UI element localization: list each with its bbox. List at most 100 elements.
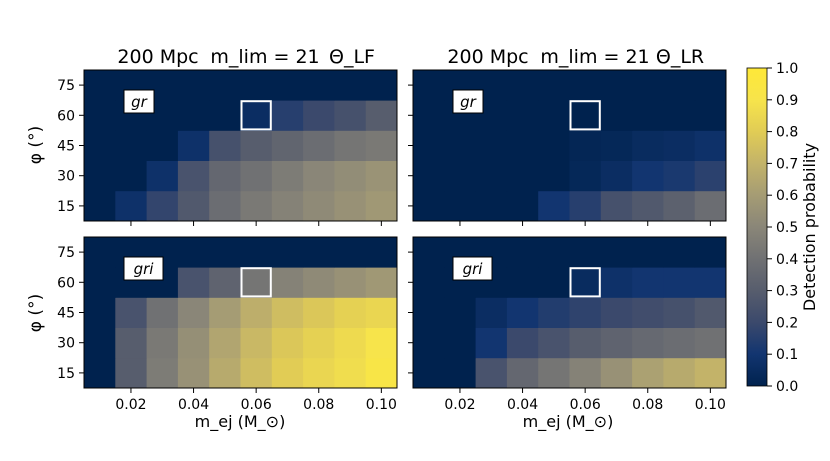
heatmap-cell: [694, 190, 727, 222]
heatmap-cell: [146, 190, 179, 222]
heatmap-cell: [177, 130, 210, 161]
heatmap-cell: [475, 190, 508, 222]
heatmap-cell: [663, 160, 696, 192]
heatmap-cell: [146, 327, 179, 359]
heatmap-cell: [177, 297, 210, 328]
band-label-box: [452, 256, 493, 281]
heatmap-cell: [569, 70, 602, 101]
heatmap-cell: [569, 100, 602, 131]
y-tick-label: 75: [57, 78, 75, 94]
heatmap-cell: [600, 327, 633, 359]
heatmap-cell: [475, 297, 508, 328]
heatmap-cell: [538, 190, 570, 222]
heatmap-cell: [506, 297, 539, 328]
heatmap-cell: [694, 70, 727, 101]
colorbar-tick-label: 0.0: [776, 379, 798, 395]
heatmap-cell: [663, 267, 696, 298]
heatmap-cell: [694, 100, 727, 131]
colorbar-tick-label: 0.1: [776, 347, 798, 363]
heatmap-cell: [569, 130, 602, 161]
heatmap-panels: gr 15 30 45 60 75 gr gri 15 30 45 60 75 0.02 0.04 0.06 0…: [57, 69, 727, 413]
heatmap-cell: [632, 160, 664, 192]
heatmap-cell: [475, 130, 508, 161]
band-label-box: [123, 256, 164, 281]
heatmap-cell: [365, 100, 398, 131]
heatmap-cell: [444, 160, 476, 192]
band-label: gri: [463, 260, 484, 278]
heatmap-cell: [632, 70, 664, 101]
x-tick-label: 0.10: [695, 397, 726, 413]
heatmap-cell: [632, 297, 664, 328]
colorbar-label: Detection probability: [800, 143, 819, 311]
heatmap-cell: [600, 160, 633, 192]
heatmap-cell: [271, 70, 304, 101]
heatmap-cell: [177, 190, 210, 222]
heatmap-cell: [632, 327, 664, 359]
band-label: gr: [460, 93, 477, 111]
heatmap-cell: [694, 327, 727, 359]
heatmap-cell: [177, 237, 210, 268]
heatmap-cell: [334, 130, 367, 161]
heatmap-cell: [240, 237, 273, 268]
heatmap-cell: [444, 357, 476, 389]
heatmap-cell: [115, 190, 147, 222]
heatmap-cell: [240, 267, 273, 298]
heatmap-cell: [632, 130, 664, 161]
title-distance: 200 Mpc: [447, 46, 528, 68]
heatmap-cell: [115, 130, 147, 161]
highlight-box: [569, 100, 601, 131]
heatmap-cell: [569, 190, 602, 222]
heatmap-cell: [365, 70, 398, 101]
heatmap-cell: [177, 100, 210, 131]
heatmap-cell: [413, 160, 445, 192]
heatmap-cell: [600, 357, 633, 389]
heatmap-cell: [506, 267, 539, 298]
heatmap-cell: [413, 190, 445, 222]
heatmap-cell: [538, 130, 570, 161]
heatmap-cell: [303, 70, 335, 101]
heatmap-cell: [506, 130, 539, 161]
panel-title-left: 200 Mpc m_lim = 21 Θ_LF: [117, 46, 375, 68]
heatmap-panel: gr: [408, 69, 727, 226]
heatmap-cell: [663, 297, 696, 328]
heatmap-cell: [694, 267, 727, 298]
heatmap-cell: [663, 130, 696, 161]
heatmap-cell: [146, 130, 179, 161]
x-tick-label: 0.04: [507, 397, 538, 413]
heatmap-cell: [334, 237, 367, 268]
heatmap-cell: [271, 297, 304, 328]
heatmap-cell: [569, 327, 602, 359]
heatmap-cell: [538, 100, 570, 131]
heatmap-cell: [115, 327, 147, 359]
heatmap-cell: [334, 357, 367, 389]
y-tick-label: 30: [57, 336, 75, 352]
heatmap-cell: [475, 327, 508, 359]
heatmap-cell: [506, 357, 539, 389]
heatmap-cell: [115, 297, 147, 328]
heatmap-cell: [240, 297, 273, 328]
highlight-box: [240, 267, 272, 298]
heatmap-cell: [413, 130, 445, 161]
band-label-box: [123, 89, 155, 114]
heatmap-cell: [569, 267, 602, 298]
heatmap-cell: [271, 357, 304, 389]
heatmap-cell: [240, 130, 273, 161]
colorbar-tick-label: 0.9: [776, 93, 798, 109]
heatmap-cell: [506, 70, 539, 101]
heatmap-cell: [209, 297, 241, 328]
heatmap-cell: [444, 130, 476, 161]
colorbar-tick-label: 0.7: [776, 156, 798, 172]
x-tick-label: 0.02: [444, 397, 475, 413]
heatmap-cell: [240, 100, 273, 131]
y-tick-label: 15: [57, 199, 75, 215]
heatmap-cell: [146, 160, 179, 192]
heatmap-cell: [209, 100, 241, 131]
heatmap-cell: [694, 237, 727, 268]
heatmap-cell: [413, 100, 445, 131]
heatmap-cell: [600, 267, 633, 298]
heatmap-panel: gr 15 30 45 60 75: [57, 69, 398, 226]
heatmap-cell: [663, 357, 696, 389]
heatmap-cell: [84, 190, 116, 222]
heatmap-cell: [365, 267, 398, 298]
colorbar-tick-label: 0.5: [776, 220, 798, 236]
